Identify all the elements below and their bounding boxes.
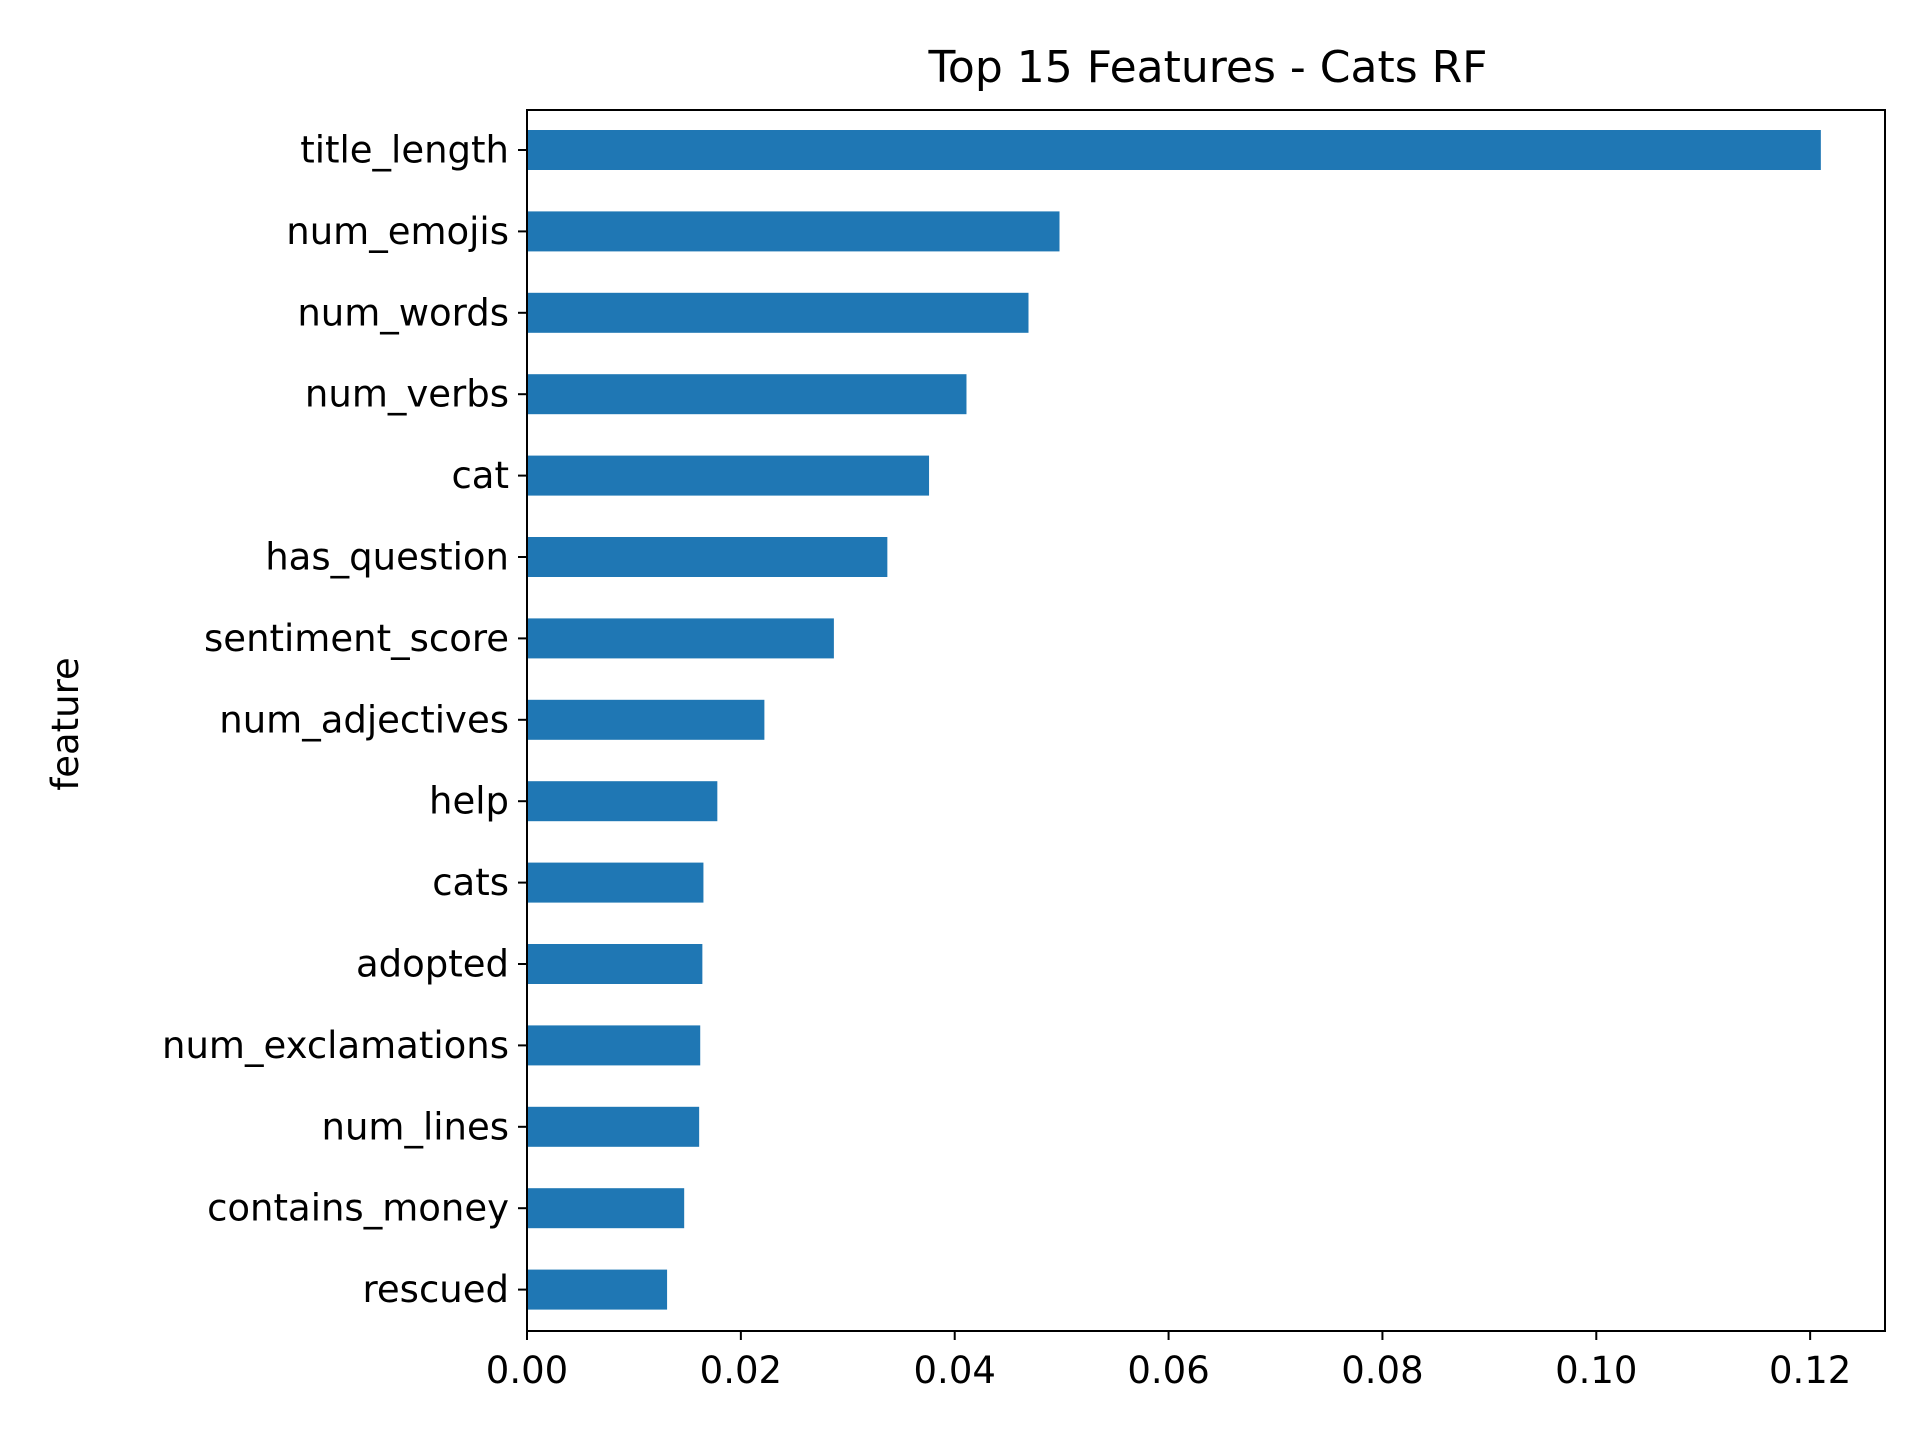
bar-cat	[527, 455, 930, 496]
y-tick-label: cats	[432, 861, 509, 904]
x-tick-label: 0.00	[486, 1349, 568, 1392]
bar-num_words	[527, 292, 1029, 333]
y-tick-label: sentiment_score	[204, 617, 509, 660]
x-tick-label: 0.10	[1555, 1349, 1637, 1392]
bar-adopted	[527, 944, 703, 984]
chart-title: Top 15 Features - Cats RF	[928, 42, 1488, 93]
bar-num_lines	[527, 1106, 700, 1147]
x-tick-label: 0.08	[1341, 1349, 1423, 1392]
y-tick-label: contains_money	[207, 1187, 509, 1230]
bar-num_adjectives	[527, 699, 765, 740]
x-axis-ticks: 0.00 0.02 0.04 0.06 0.08 0.10 0.12	[486, 1331, 1851, 1392]
y-axis-ticks: title_length num_emojis num_words num_verbs…	[162, 129, 527, 1311]
bar-has_question	[527, 537, 888, 577]
x-tick-label: 0.02	[700, 1349, 782, 1392]
y-tick-label: num_words	[297, 291, 509, 334]
bar-contains_money	[527, 1188, 685, 1229]
y-tick-label: rescued	[363, 1268, 509, 1311]
bar-rescued	[527, 1269, 668, 1310]
bar-num_exclamations	[527, 1025, 701, 1066]
bar-help	[527, 781, 718, 822]
y-tick-label: adopted	[356, 943, 509, 986]
x-tick-label: 0.04	[914, 1349, 996, 1392]
bars-group	[527, 130, 1821, 1310]
y-tick-label: num_adjectives	[219, 698, 509, 741]
bar-sentiment_score	[527, 618, 834, 659]
y-tick-label: help	[429, 780, 509, 823]
bar-num_emojis	[527, 211, 1060, 252]
y-tick-label: num_exclamations	[162, 1024, 509, 1067]
bar-num_verbs	[527, 374, 967, 415]
bar-title_length	[527, 130, 1821, 170]
plot-frame	[526, 109, 1886, 1332]
y-tick-label: cat	[451, 454, 509, 497]
y-tick-label: num_verbs	[305, 373, 509, 416]
bar-cats	[527, 862, 704, 903]
y-tick-label: num_lines	[322, 1105, 510, 1148]
y-axis-label: feature	[44, 657, 87, 791]
y-tick-label: num_emojis	[286, 210, 509, 253]
x-tick-label: 0.06	[1127, 1349, 1209, 1392]
x-tick-label: 0.12	[1769, 1349, 1851, 1392]
y-tick-label: has_question	[265, 536, 509, 579]
y-tick-label: title_length	[300, 129, 509, 172]
